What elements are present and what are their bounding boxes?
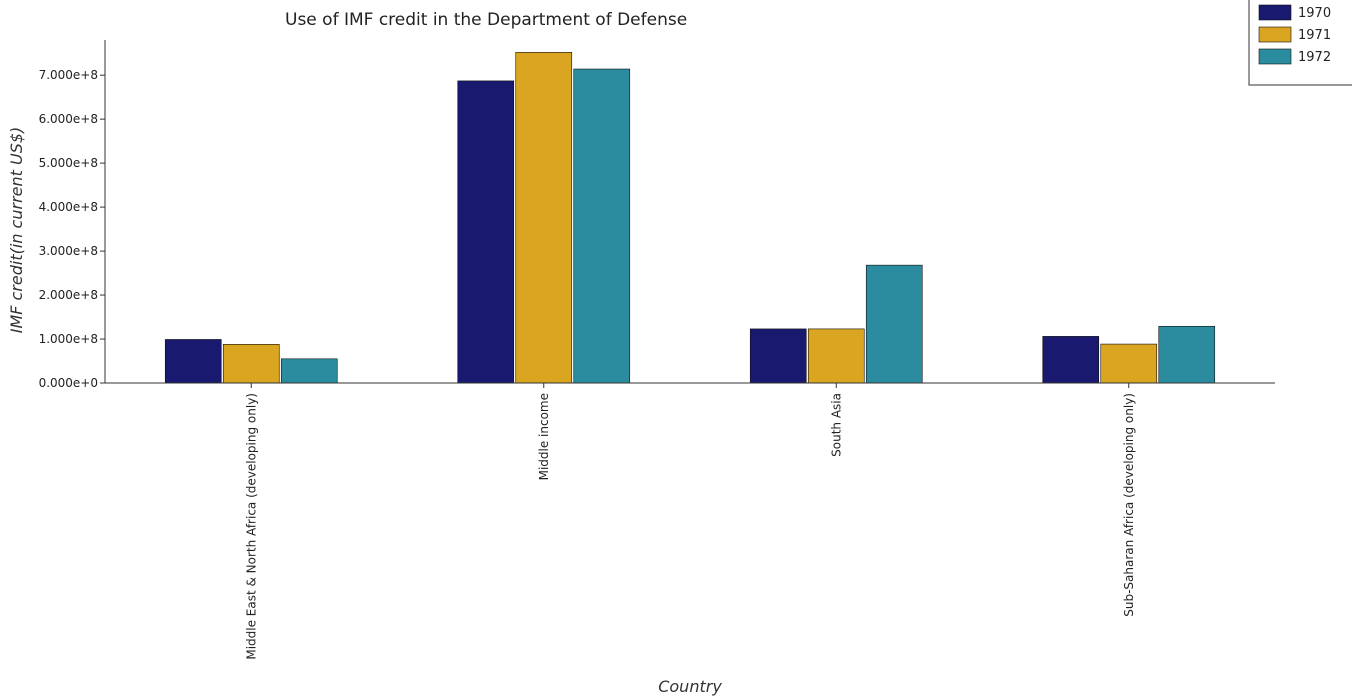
bar <box>457 80 515 384</box>
bar <box>1042 336 1100 384</box>
x-tick-label: Sub-Saharan Africa (developing only) <box>1122 393 1136 617</box>
y-axis-ticks: 0.000e+0 1.000e+8 2.000e+8 3.000e+8 4.000e+8… <box>39 68 105 390</box>
x-tick-label: South Asia <box>829 393 843 457</box>
bar <box>280 358 338 384</box>
y-tick-label: 2.000e+8 <box>39 288 98 302</box>
bar <box>865 264 923 384</box>
bar <box>515 52 573 384</box>
legend-swatch <box>1258 48 1292 65</box>
bar <box>749 328 807 384</box>
x-axis-ticks: Middle East & North Africa (developing o… <box>244 383 1136 660</box>
legend: 1970 1971 1972 <box>1248 0 1352 86</box>
bar <box>164 339 222 384</box>
legend-label: 1971 <box>1298 28 1331 43</box>
legend-box <box>1248 0 1352 86</box>
legend-label: 1970 <box>1298 6 1331 21</box>
legend-swatch <box>1258 26 1292 43</box>
y-tick-label: 3.000e+8 <box>39 244 98 258</box>
y-tick-label: 5.000e+8 <box>39 156 98 170</box>
bar <box>807 328 865 384</box>
y-tick-label: 6.000e+8 <box>39 112 98 126</box>
x-axis-label: Country <box>658 677 722 696</box>
y-axis-label: IMF credit(in current US$) <box>7 127 26 334</box>
y-tick-label: 7.000e+8 <box>39 68 98 82</box>
legend-label: 1972 <box>1298 50 1331 65</box>
chart-title: Use of IMF credit in the Department of D… <box>285 10 687 30</box>
y-tick-label: 1.000e+8 <box>39 332 98 346</box>
bar <box>1158 325 1216 384</box>
bar <box>222 344 280 384</box>
y-tick-label: 4.000e+8 <box>39 200 98 214</box>
x-tick-label: Middle income <box>537 393 551 480</box>
x-tick-label: Middle East & North Africa (developing o… <box>244 393 258 660</box>
bars-group <box>164 52 1216 384</box>
y-tick-label: 0.000e+0 <box>39 376 98 390</box>
bar <box>573 68 631 384</box>
legend-swatch <box>1258 4 1292 21</box>
bar <box>1100 343 1158 384</box>
